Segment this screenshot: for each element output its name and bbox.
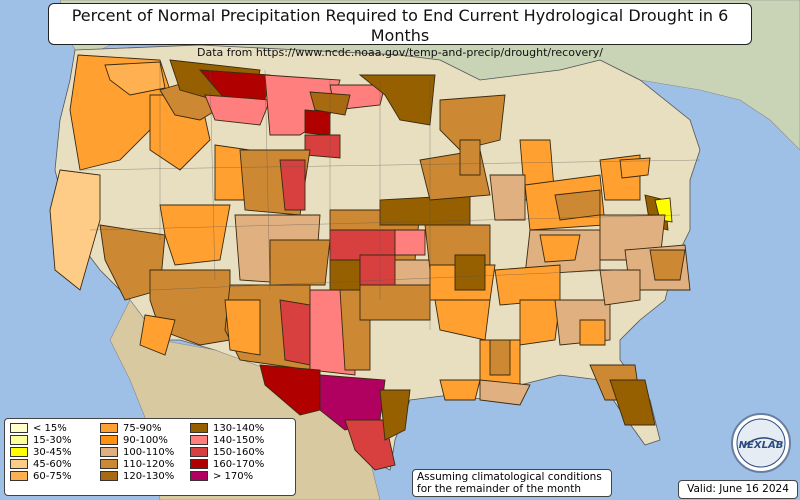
legend-swatch bbox=[10, 471, 28, 481]
valid-date: Valid: June 16 2024 bbox=[678, 480, 798, 499]
legend-item: 150-160% bbox=[190, 446, 264, 458]
region-louisiana bbox=[439, 379, 481, 401]
legend-swatch bbox=[10, 447, 28, 457]
legend-swatch bbox=[190, 447, 208, 457]
region-minnesota bbox=[358, 74, 436, 126]
region-mo-s bbox=[454, 254, 486, 291]
legend-label: 30-45% bbox=[33, 446, 72, 458]
legend-label: 160-170% bbox=[213, 458, 265, 470]
legend-label: 45-60% bbox=[33, 458, 72, 470]
legend-swatch bbox=[190, 459, 208, 469]
legend-item: 90-100% bbox=[100, 434, 174, 446]
legend-label: < 15% bbox=[33, 422, 67, 434]
legend-swatch bbox=[100, 459, 118, 469]
region-illinois-n bbox=[489, 174, 526, 221]
region-la-e bbox=[479, 379, 531, 406]
region-alabama bbox=[519, 299, 561, 346]
region-nm-e bbox=[279, 299, 311, 366]
region-ky-c bbox=[539, 234, 581, 263]
legend-label: 150-160% bbox=[213, 446, 265, 458]
legend-label: 90-100% bbox=[123, 434, 168, 446]
region-texas-e bbox=[379, 389, 411, 441]
legend-item: 45-60% bbox=[10, 458, 72, 470]
region-tennessee bbox=[494, 264, 561, 306]
logo-globe bbox=[736, 418, 786, 468]
legend-item: 110-120% bbox=[100, 458, 174, 470]
region-nevada bbox=[99, 224, 166, 301]
region-florida bbox=[609, 379, 656, 426]
legend-swatch bbox=[10, 435, 28, 445]
region-ms-c bbox=[489, 339, 511, 376]
legend-item: 100-110% bbox=[100, 446, 174, 458]
region-nc-e bbox=[649, 249, 686, 281]
legend-label: 75-90% bbox=[123, 422, 162, 434]
region-utah bbox=[159, 204, 231, 266]
drought-regions bbox=[49, 54, 691, 471]
region-ok-s bbox=[359, 284, 431, 321]
legend-item: 160-170% bbox=[190, 458, 264, 470]
legend-label: 140-150% bbox=[213, 434, 265, 446]
region-wyoming-se bbox=[279, 159, 306, 211]
region-co-se bbox=[269, 239, 331, 286]
legend-item: 140-150% bbox=[190, 434, 264, 446]
region-ok-w bbox=[329, 259, 361, 291]
legend-item: > 170% bbox=[190, 470, 264, 482]
region-sd-w bbox=[304, 109, 331, 136]
legend-swatch bbox=[10, 459, 28, 469]
region-texas-s bbox=[344, 419, 396, 471]
legend-swatch bbox=[100, 471, 118, 481]
legend-col-2: 75-90% 90-100% 100-110% 110-120% 120-130… bbox=[100, 422, 174, 482]
region-wi-n bbox=[459, 139, 481, 176]
region-texas-w bbox=[259, 364, 321, 416]
region-ny bbox=[619, 157, 651, 179]
legend-item: 15-30% bbox=[10, 434, 72, 446]
legend-label: > 170% bbox=[213, 470, 254, 482]
legend-col-3: 130-140% 140-150% 150-160% 160-170% > 17… bbox=[190, 422, 264, 482]
region-ga-c bbox=[579, 319, 606, 346]
map-subtitle: Data from https://www.ncdc.noaa.gov/temp… bbox=[197, 46, 603, 59]
region-nm-w bbox=[224, 299, 261, 356]
region-montana-s bbox=[204, 94, 271, 126]
legend-item: 30-45% bbox=[10, 446, 72, 458]
region-wa-central bbox=[104, 61, 166, 96]
legend-label: 110-120% bbox=[123, 458, 175, 470]
region-california-n bbox=[49, 169, 101, 291]
legend-item: 130-140% bbox=[190, 422, 264, 434]
region-oh-c bbox=[554, 189, 601, 221]
legend-label: 15-30% bbox=[33, 434, 72, 446]
legend-label: 130-140% bbox=[213, 422, 265, 434]
legend-label: 100-110% bbox=[123, 446, 175, 458]
legend-item: < 15% bbox=[10, 422, 72, 434]
map-title: Percent of Normal Precipitation Required… bbox=[71, 6, 729, 45]
legend-swatch bbox=[100, 435, 118, 445]
legend-col-1: < 15% 15-30% 30-45% 45-60% 60-75% bbox=[10, 422, 72, 482]
legend-item: 60-75% bbox=[10, 470, 72, 482]
region-sd-sw bbox=[304, 134, 341, 159]
region-sc bbox=[599, 269, 641, 306]
legend: < 15% 15-30% 30-45% 45-60% 60-75% 75-90%… bbox=[4, 418, 296, 496]
legend-swatch bbox=[190, 423, 208, 433]
legend-swatch bbox=[190, 471, 208, 481]
legend-label: 60-75% bbox=[33, 470, 72, 482]
note-line-2: for the remainder of the month bbox=[417, 483, 582, 495]
legend-swatch bbox=[100, 447, 118, 457]
title-box: Percent of Normal Precipitation Required… bbox=[48, 3, 752, 59]
legend-swatch bbox=[100, 423, 118, 433]
nexlab-logo: NEXLAB bbox=[731, 413, 791, 473]
legend-item: 75-90% bbox=[100, 422, 174, 434]
legend-label: 120-130% bbox=[123, 470, 175, 482]
logo-text: NEXLAB bbox=[739, 440, 784, 451]
region-ok-e bbox=[394, 259, 431, 286]
region-az-sw bbox=[139, 314, 176, 356]
legend-swatch bbox=[10, 423, 28, 433]
legend-swatch bbox=[190, 435, 208, 445]
region-ks-e bbox=[394, 229, 426, 256]
climatology-note: Assuming climatological conditions for t… bbox=[412, 469, 612, 497]
legend-item: 120-130% bbox=[100, 470, 174, 482]
note-line-1: Assuming climatological conditions bbox=[417, 471, 602, 483]
state-borders bbox=[79, 60, 701, 330]
logo-arc bbox=[743, 437, 779, 447]
